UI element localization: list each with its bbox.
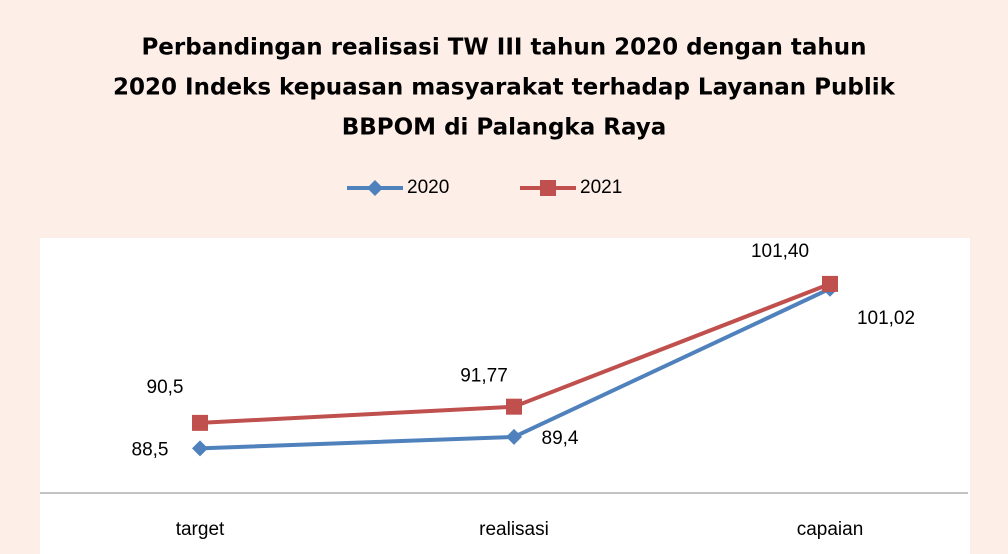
- data-label: 89,4: [542, 428, 579, 449]
- chart-title: BBPOM di Palangka Raya: [342, 115, 667, 141]
- x-tick-label: realisasi: [479, 519, 549, 540]
- legend-label: 2020: [407, 177, 449, 198]
- data-label: 101,40: [751, 241, 809, 262]
- x-tick-label: capaian: [797, 519, 864, 540]
- x-tick-label: target: [176, 519, 225, 540]
- marker: [192, 414, 208, 431]
- chart-title: 2020 Indeks kepuasan masyarakat terhadap…: [113, 75, 896, 101]
- data-label: 101,02: [857, 308, 915, 329]
- marker: [506, 398, 522, 415]
- marker: [506, 428, 522, 445]
- marker: [540, 180, 556, 196]
- marker: [822, 275, 838, 292]
- data-label: 88,5: [132, 439, 169, 460]
- marker: [367, 180, 383, 196]
- data-label: 91,77: [460, 366, 508, 387]
- legend-label: 2021: [580, 177, 622, 198]
- marker: [192, 440, 208, 457]
- chart-title: Perbandingan realisasi TW III tahun 2020…: [141, 35, 866, 61]
- data-label: 90,5: [147, 377, 184, 398]
